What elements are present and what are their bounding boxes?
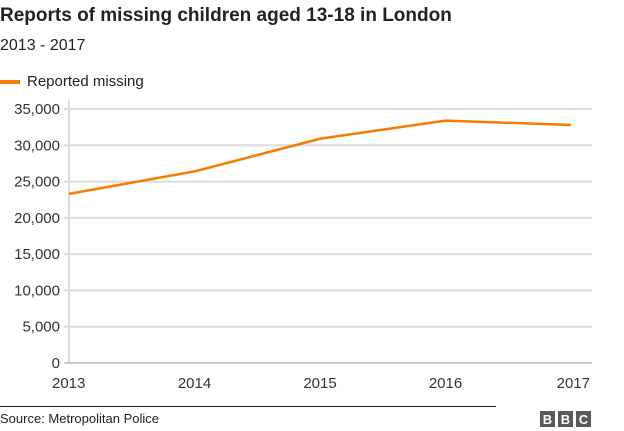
gridlines: [64, 108, 592, 328]
bbc-logo: B B C: [540, 411, 591, 427]
y-tick-label: 20,000: [14, 210, 60, 227]
y-tick-label: 25,000: [14, 174, 60, 191]
series-line-reported-missing: [68, 119, 572, 196]
chart-title: Reports of missing children aged 13-18 i…: [0, 5, 452, 26]
bbc-logo-letter: B: [540, 411, 555, 427]
y-tick-label: 15,000: [14, 246, 60, 263]
x-tick-label: 2017: [557, 375, 590, 392]
bbc-logo-letter: C: [576, 411, 591, 427]
y-tick-label: 10,000: [14, 282, 60, 299]
footer-divider: [0, 406, 496, 407]
x-tick-label: 2016: [429, 375, 462, 392]
y-tick-label: 5,000: [22, 319, 60, 336]
x-tick-label: 2015: [303, 375, 336, 392]
legend-swatch-icon: [0, 79, 20, 84]
legend: Reported missing: [0, 73, 144, 90]
bbc-logo-letter: B: [558, 411, 573, 427]
legend-label: Reported missing: [27, 73, 144, 90]
x-axis-labels: 2013 2014 2015 2016 2017: [52, 375, 590, 392]
y-tick-label: 0: [52, 355, 60, 372]
y-tick-label: 35,000: [14, 101, 60, 118]
y-axis-labels: 35,000 30,000 25,000 20,000 15,000 10,000 5,00…: [14, 101, 60, 372]
source-text: Source: Metropolitan Police: [0, 411, 159, 426]
chart-subtitle: 2013 - 2017: [0, 37, 86, 54]
x-tick-label: 2014: [178, 375, 211, 392]
y-tick-label: 30,000: [14, 137, 60, 154]
x-tick-label: 2013: [52, 375, 85, 392]
